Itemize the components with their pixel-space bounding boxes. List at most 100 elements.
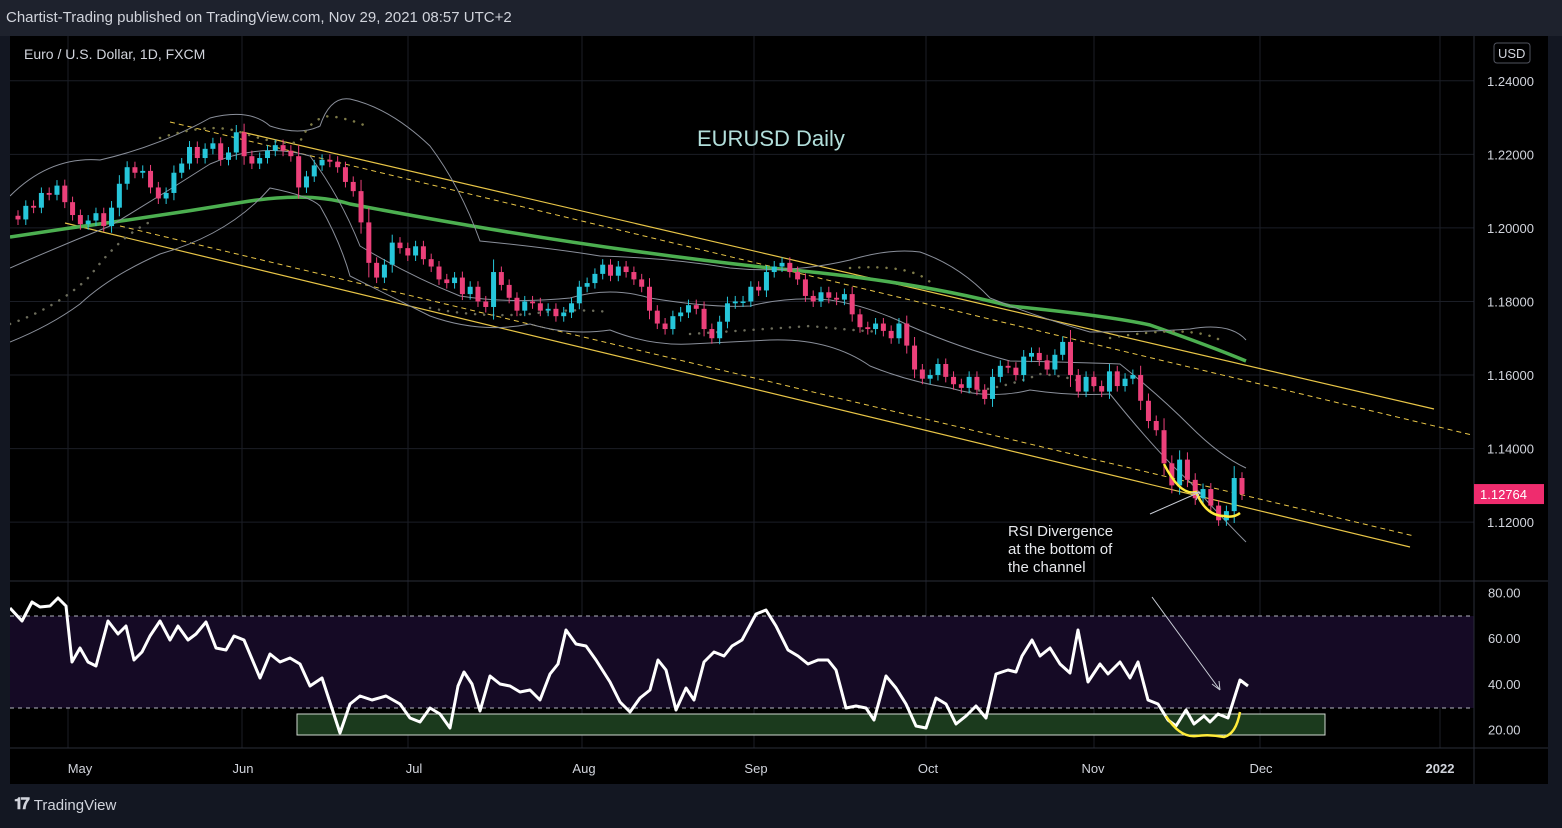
candle-body [600,264,606,274]
candle-body [685,305,691,313]
candle-body [23,205,29,220]
channel-upper-line [241,131,1435,410]
price-tick-label: 1.12000 [1487,515,1534,530]
time-tick-label: Oct [918,761,939,776]
candle-body [54,185,60,195]
candle-body [919,369,925,379]
candle-body [420,246,426,260]
candle-body [514,297,520,311]
ma-line [9,195,1247,363]
eurusd-chart[interactable]: RSI Divergence at the bottom of the chan… [8,36,1548,784]
last-price-label: 1.12764 [1480,487,1527,502]
channel-mid-dashed [169,121,1473,436]
candle-body [849,294,855,315]
candle-body [818,292,824,302]
candle-body [654,310,660,324]
candle-body [264,150,270,159]
candle-body [1145,400,1151,422]
candle-body [553,308,559,317]
candle-body [912,345,918,370]
candle-body [576,286,582,304]
rsi-support-zone [296,713,1326,736]
candle-body [1184,459,1190,480]
candles [15,123,1245,526]
candle-body [888,330,894,339]
candle-body [1060,341,1066,355]
candle-body [997,365,1003,377]
candle-body [1138,375,1144,401]
candle-body [366,222,372,263]
candle-body [1200,489,1206,499]
candle-body [257,158,263,164]
candle-body [709,329,715,339]
chart-frame[interactable]: RSI Divergence at the bottom of the chan… [8,36,1548,784]
moving-average [9,195,1247,363]
candle-body [358,191,364,223]
annotation-arrow-down [1151,596,1221,691]
candle-body [140,170,146,173]
time-tick-label: Nov [1081,761,1105,776]
tradingview-logo[interactable]: 𝟏𝟕 TradingView [14,796,116,814]
candle-body [1169,463,1175,486]
dotted-upper-2 [848,266,932,284]
candle-body [452,277,458,284]
candle-body [1161,430,1167,464]
bb-upper [9,98,1247,341]
bollinger-bands [9,98,1247,543]
candle-body [732,301,738,304]
candle-body [1153,421,1159,431]
candle-body [826,292,832,298]
candle-body [810,295,816,302]
candle-body [771,266,777,273]
candle-body [506,284,512,298]
candle-body [857,314,863,328]
tradingview-brand: TradingView [33,796,117,814]
candle-body [678,312,684,317]
rsi-tick-label: 60.00 [1488,631,1521,646]
time-tick-label: Dec [1249,761,1273,776]
candle-body [171,172,177,193]
candle-body [374,262,380,278]
candle-body [966,376,972,388]
candle-body [459,277,465,295]
candle-body [389,242,395,265]
candle-body [1005,365,1011,368]
candle-body [639,279,645,287]
candle-body [896,323,902,339]
candle-body [467,286,473,295]
candle-body [631,272,637,280]
candle-body [927,375,933,379]
candle-body [701,308,707,330]
candle-body [537,303,543,311]
candle-body [865,327,871,330]
candle-body [1044,360,1050,370]
candle-body [413,246,419,256]
candle-body [70,202,76,216]
candle-body [187,146,193,164]
candle-body [623,266,629,273]
price-tick-label: 1.14000 [1487,442,1534,457]
price-tick-label: 1.16000 [1487,368,1534,383]
candle-body [1099,386,1105,392]
rsi-ticks: 80.00 60.00 40.00 20.00 [1488,585,1521,737]
candle-body [405,248,411,256]
annotation-line-1: RSI Divergence [1008,523,1113,540]
price-axis[interactable]: USD 1.240001.220001.200001.180001.160001… [1474,42,1544,530]
candle-body [241,132,247,157]
candle-body [615,266,621,276]
rsi-line [8,596,1249,735]
candle-body [1239,478,1245,495]
candle-body [85,220,91,225]
candle-body [132,167,138,173]
chart-title: EURUSD Daily [697,126,845,151]
candle-body [1122,378,1128,387]
candle-body [210,143,216,149]
price-tick-label: 1.22000 [1487,147,1534,162]
rsi-lines [8,596,1474,739]
currency-badge [1493,42,1531,64]
symbol-line: Euro / U.S. Dollar, 1D, FXCM [24,46,205,62]
candle-body [779,262,785,267]
bb-lower [9,187,1247,543]
candle-body [163,192,169,199]
dotted-upper-3 [1108,330,1222,342]
